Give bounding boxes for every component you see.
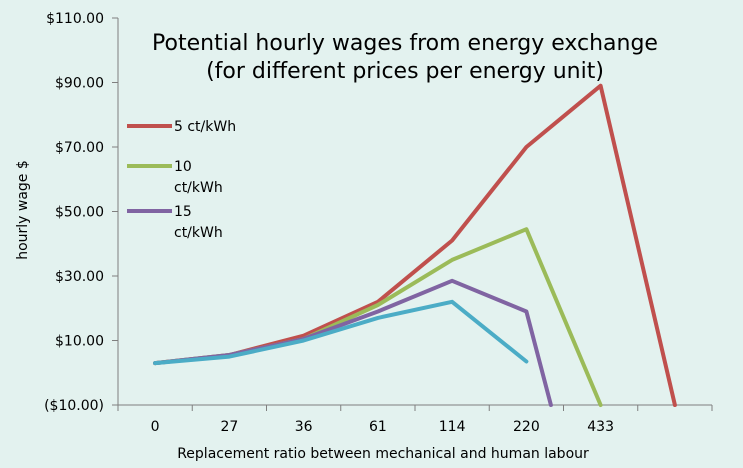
x-tick-label: 0	[151, 419, 160, 435]
chart-title: Potential hourly wages from energy excha…	[152, 31, 658, 84]
x-axis-ticks: 0 27 36 61 114 220 433	[117, 405, 713, 435]
legend-label: ct/kWh	[174, 180, 223, 196]
y-tick-label: $30.00	[55, 269, 104, 285]
y-tick-label: $70.00	[55, 140, 104, 156]
series-line-4	[153, 299, 529, 366]
x-tick-label: 36	[295, 419, 313, 435]
legend-label: 15	[174, 204, 192, 220]
x-tick-label: 220	[513, 419, 540, 435]
y-tick-label: $90.00	[55, 76, 104, 92]
y-axis-label: hourly wage $	[15, 160, 31, 260]
x-tick-label: 27	[220, 419, 238, 435]
x-axis-label: Replacement ratio between mechanical and…	[177, 446, 589, 462]
y-tick-label: $10.00	[55, 334, 104, 350]
x-tick-label: 433	[587, 419, 614, 435]
legend: 5 ct/kWh 10 ct/kWh 15 ct/kWh	[127, 119, 236, 241]
y-tick-label: $50.00	[55, 205, 104, 221]
series-line-3	[153, 278, 553, 407]
x-tick-label: 114	[439, 419, 466, 435]
legend-label: 5 ct/kWh	[174, 119, 236, 135]
series-lines	[153, 83, 677, 407]
y-tick-label: $110.00	[46, 11, 104, 27]
chart-title-line: Potential hourly wages from energy excha…	[152, 31, 658, 56]
chart-title-line: (for different prices per energy unit)	[206, 59, 604, 84]
legend-label: ct/kWh	[174, 225, 223, 241]
x-tick-label: 61	[369, 419, 387, 435]
y-tick-label: ($10.00)	[44, 398, 104, 414]
legend-label: 10	[174, 159, 192, 175]
y-axis-ticks: $110.00 $90.00 $70.00 $50.00 $30.00 $10.00 ($1…	[44, 11, 118, 414]
